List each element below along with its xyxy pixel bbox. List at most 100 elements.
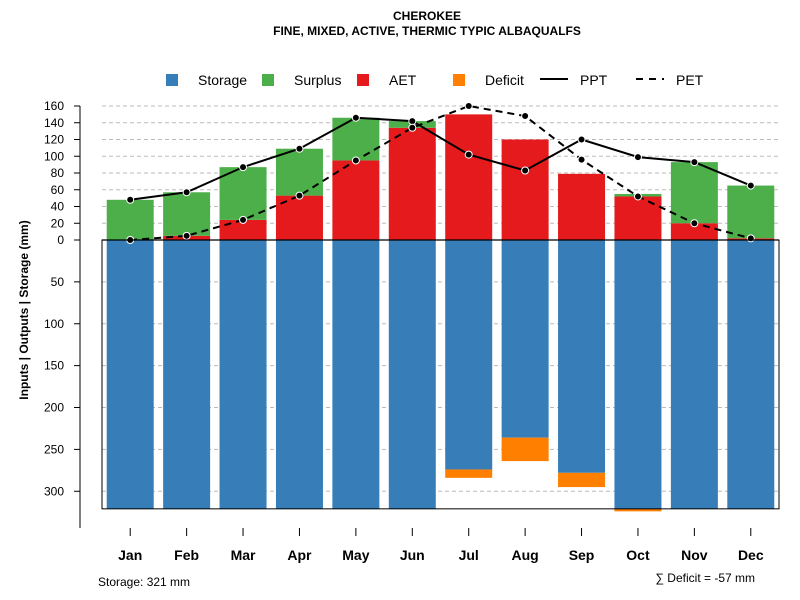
x-tick-label-aug: Aug: [512, 547, 539, 563]
x-tick-label-jul: Jul: [459, 547, 479, 563]
chart-title: CHEROKEE: [393, 9, 461, 23]
ppt-point: [746, 181, 755, 190]
y-tick-label: 0: [57, 233, 64, 247]
y-tick-label: 20: [51, 216, 65, 230]
legend-aet-swatch: [357, 74, 369, 86]
storage-bar: [558, 240, 606, 473]
storage-bar: [501, 240, 549, 438]
storage-bar: [388, 240, 436, 509]
ppt-line: [130, 116, 752, 201]
y-tick-label: 250: [44, 442, 64, 456]
y-tick-label: 120: [44, 133, 64, 147]
storage-bar: [163, 240, 211, 509]
bars: [106, 114, 775, 512]
ppt-point: [633, 153, 642, 162]
deficit-note: ∑ Deficit = -57 mm: [655, 571, 755, 585]
x-tick-label-feb: Feb: [174, 547, 199, 563]
ppt-point: [408, 117, 417, 126]
storage-bar: [275, 240, 323, 509]
x-tick-label-may: May: [342, 547, 369, 563]
legend-pet-label: PET: [676, 72, 704, 88]
deficit-bar: [558, 472, 606, 488]
legend-surplus-label: Surplus: [294, 72, 341, 88]
x-tick-label-dec: Dec: [738, 547, 764, 563]
deficit-bar: [614, 508, 662, 512]
pet-point: [239, 215, 248, 224]
pet-point: [408, 123, 417, 132]
axes: 0 20 40 60 80 100 120 140 160 50 100 150 200 250 300 Ja…: [44, 99, 780, 563]
legend-storage-swatch: [166, 74, 178, 86]
pet-point: [295, 191, 304, 200]
legend-storage-label: Storage: [198, 72, 247, 88]
x-tick-label-jun: Jun: [400, 547, 425, 563]
lines: [126, 102, 755, 244]
pet-point: [182, 231, 191, 240]
aet-bar: [445, 114, 493, 240]
pet-point: [577, 155, 586, 164]
surplus-bar: [163, 192, 211, 236]
aet-bar: [219, 219, 267, 240]
deficit-bar: [501, 437, 549, 462]
pet-point: [746, 234, 755, 243]
y-tick-label: 40: [51, 200, 65, 214]
surplus-bar: [106, 199, 154, 240]
x-tick-label-oct: Oct: [626, 547, 650, 563]
aet-bar: [614, 196, 662, 240]
y-tick-label: 50: [51, 275, 65, 289]
y-tick-label: 300: [44, 484, 64, 498]
pet-point: [690, 219, 699, 228]
pet-point: [633, 192, 642, 201]
ppt-point: [521, 166, 530, 175]
surplus-bar: [219, 167, 267, 220]
ppt-point: [126, 195, 135, 204]
legend: Storage Surplus AET Deficit PPT PET: [166, 72, 704, 88]
aet-bar: [501, 139, 549, 240]
x-tick-label-nov: Nov: [681, 547, 708, 563]
legend-surplus-swatch: [262, 74, 274, 86]
deficit-bar: [445, 469, 493, 478]
ppt-point: [351, 113, 360, 122]
x-tick-label-jan: Jan: [118, 547, 142, 563]
storage-bar: [614, 240, 662, 509]
legend-deficit-swatch: [453, 74, 465, 86]
y-axis-label: Inputs | Outputs | Storage (mm): [17, 220, 31, 399]
pet-point: [521, 112, 530, 121]
storage-bar: [670, 240, 718, 509]
pet-point: [464, 102, 473, 110]
pet-point: [351, 156, 360, 165]
y-tick-label: 100: [44, 317, 64, 331]
aet-bar: [388, 127, 436, 240]
x-tick-label-mar: Mar: [231, 547, 256, 563]
ppt-point: [295, 144, 304, 153]
storage-bar: [332, 240, 380, 509]
aet-bar: [332, 160, 380, 240]
pet-line: [130, 104, 752, 241]
legend-aet-label: AET: [389, 72, 417, 88]
y-tick-label: 150: [44, 359, 64, 373]
ppt-point: [239, 163, 248, 172]
gridlines: [102, 105, 779, 492]
chart-subtitle: FINE, MIXED, ACTIVE, THERMIC TYPIC ALBAQ…: [273, 24, 581, 38]
legend-deficit-label: Deficit: [485, 72, 524, 88]
y-tick-label: 100: [44, 149, 64, 163]
x-tick-label-apr: Apr: [287, 547, 312, 563]
legend-ppt-label: PPT: [580, 72, 608, 88]
ppt-point: [464, 150, 473, 159]
surplus-bar: [275, 148, 323, 196]
aet-bar: [670, 223, 718, 240]
y-tick-label: 60: [51, 183, 65, 197]
ppt-point: [690, 158, 699, 167]
surplus-bar: [727, 185, 775, 239]
storage-bar: [727, 240, 775, 509]
surplus-bar: [670, 162, 718, 224]
surplus-bar: [332, 117, 380, 161]
storage-bar: [445, 240, 493, 470]
ppt-point: [182, 188, 191, 197]
storage-bar: [106, 240, 154, 509]
y-tick-label: 160: [44, 99, 64, 113]
ppt-point: [577, 135, 586, 144]
y-tick-label: 200: [44, 401, 64, 415]
y-tick-label: 140: [44, 116, 64, 130]
aet-bar: [558, 173, 606, 240]
